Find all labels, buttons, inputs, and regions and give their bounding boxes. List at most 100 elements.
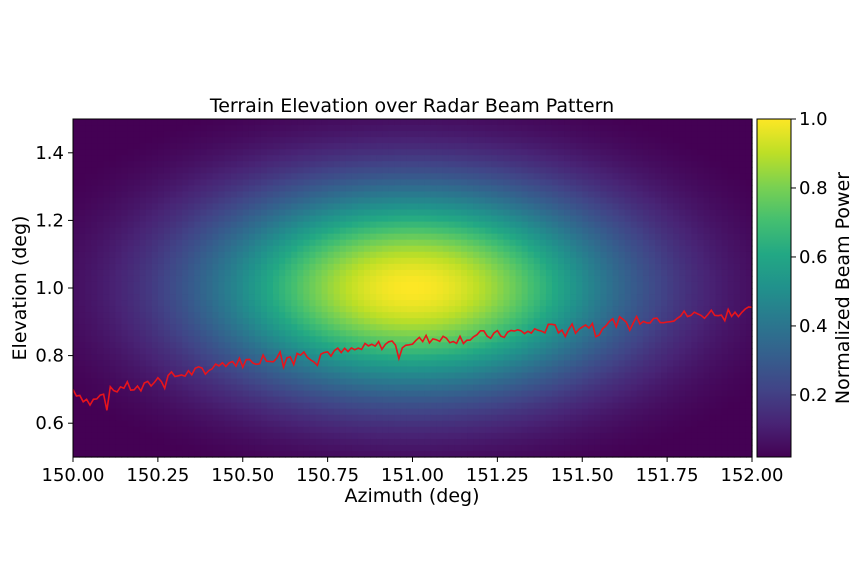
heatmap-cell [424,161,432,168]
heatmap-cell [461,269,468,277]
heatmap-cell [515,257,523,265]
heatmap-cell [303,155,311,162]
heatmap-cell [273,179,280,186]
heatmap-cell [727,245,735,253]
heatmap-cell [497,179,505,186]
heatmap-cell [194,384,201,392]
heatmap-cell [733,167,741,174]
heatmap-cell [254,300,262,307]
heatmap-cell [412,179,420,186]
heatmap-cell [642,366,650,374]
heatmap-cell [661,275,668,283]
heatmap-cell [230,179,238,186]
heatmap-cell [588,257,595,265]
heatmap-cell [394,275,401,283]
heatmap-cell [224,318,232,325]
heatmap-cell [248,269,256,277]
heatmap-cell [642,155,650,162]
heatmap-cell [200,312,207,319]
heatmap-cell [139,155,147,162]
heatmap-cell [691,372,699,380]
heatmap-cell [400,263,408,271]
heatmap-cell [739,173,747,180]
heatmap-cell [412,251,420,259]
heatmap-cell [448,137,456,144]
heatmap-cell [279,215,286,223]
heatmap-cell [285,366,292,374]
heatmap-cell [461,215,468,223]
heatmap-cell [224,384,232,392]
heatmap-cell [242,354,250,362]
heatmap-cell [521,342,529,349]
heatmap-cell [606,155,614,162]
heatmap-cell [497,306,505,313]
heatmap-cell [418,239,426,247]
heatmap-cell [685,378,692,386]
heatmap-cell [558,191,565,199]
heatmap-cell [721,336,729,343]
heatmap-cell [260,161,268,168]
heatmap-cell [103,227,110,235]
heatmap-cell [473,245,480,253]
heatmap-cell [558,185,565,193]
heatmap-cell [570,215,577,223]
heatmap-cell [357,342,365,349]
heatmap-cell [218,257,226,265]
heatmap-cell [521,372,529,380]
heatmap-cell [733,342,741,349]
heatmap-cell [279,191,286,199]
heatmap-cell [297,378,304,386]
heatmap-cell [406,348,414,355]
heatmap-cell [673,173,680,180]
heatmap-cell [345,312,353,319]
heatmap-cell [370,197,377,205]
heatmap-cell [333,239,341,247]
heatmap-cell [612,197,620,205]
heatmap-cell [309,227,317,235]
heatmap-cell [594,197,602,205]
heatmap-cell [139,233,147,241]
heatmap-cell [442,318,450,325]
heatmap-cell [436,366,444,374]
heatmap-cell [624,179,632,186]
heatmap-cell [151,245,159,253]
heatmap-cell [467,324,474,331]
heatmap-cell [679,125,686,132]
heatmap-cell [461,221,468,229]
heatmap-cell [291,179,298,186]
heatmap-cell [739,324,747,331]
heatmap-cell [370,336,377,343]
heatmap-cell [745,149,753,156]
heatmap-cell [333,155,341,162]
heatmap-cell [485,288,492,295]
heatmap-cell [115,203,123,211]
heatmap-cell [521,125,529,132]
heatmap-cell [497,348,505,355]
heatmap-cell [121,312,129,319]
heatmap-cell [109,185,117,193]
heatmap-cell [109,137,117,144]
heatmap-cell [194,324,201,331]
heatmap-cell [376,227,383,235]
heatmap-cell [600,366,608,374]
heatmap-cell [673,119,680,126]
heatmap-cell [327,281,335,289]
heatmap-cell [606,149,614,156]
heatmap-cell [339,155,347,162]
heatmap-cell [715,300,723,307]
heatmap-cell [582,354,589,362]
heatmap-cell [236,245,244,253]
heatmap-cell [267,245,274,253]
heatmap-cell [479,336,486,343]
heatmap-cell [145,384,153,392]
heatmap-cell [394,215,401,223]
heatmap-cell [145,306,153,313]
heatmap-cell [624,281,632,289]
heatmap-cell [503,167,511,174]
heatmap-cell [454,257,462,265]
heatmap-cell [430,330,438,337]
heatmap-cell [267,215,274,223]
heatmap-cell [103,384,110,392]
heatmap-cell [588,197,595,205]
heatmap-cell [321,191,329,199]
